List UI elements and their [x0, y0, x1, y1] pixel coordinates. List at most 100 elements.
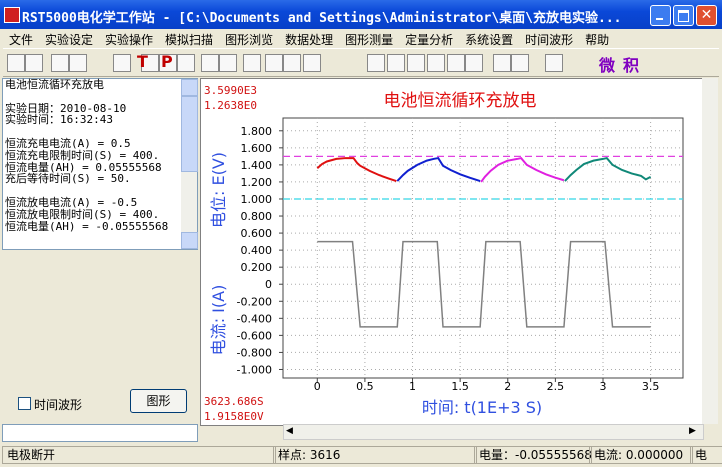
- toolbar-icon: [177, 54, 195, 72]
- readout: 1.9158E0V: [204, 410, 264, 423]
- status-field: 电: [690, 446, 722, 464]
- graph-button[interactable]: 图形: [130, 389, 187, 413]
- y-tick-label: 1.600: [241, 142, 273, 155]
- text-line: 恒流放电限制时间(S) = 400.: [5, 207, 160, 221]
- readout: 3.5990E3: [204, 84, 257, 97]
- y-tick-label: 0.600: [241, 227, 273, 240]
- checkbox[interactable]: [18, 397, 31, 410]
- menu-item[interactable]: 数据处理: [285, 33, 334, 47]
- toolbar-icon: [407, 54, 425, 72]
- series-line: [480, 156, 565, 183]
- y-tick-label: 0.400: [241, 244, 273, 257]
- text-line: 电池恒流循环充放电: [5, 78, 104, 91]
- text-group: 电池恒流循环充放电: [3, 79, 197, 103]
- menu-item[interactable]: 图形测量: [345, 33, 394, 47]
- x-tick-label: 1: [409, 380, 416, 393]
- scroll-down[interactable]: [181, 232, 198, 249]
- toolbar-icon: [265, 54, 283, 72]
- toolbar-icon: [545, 54, 563, 72]
- menu-item[interactable]: 实验设定: [45, 33, 94, 47]
- menu-item[interactable]: 时间波形: [525, 33, 574, 47]
- readout: 1.2638E0: [204, 99, 257, 112]
- y-tick-label: 1.800: [241, 125, 273, 138]
- toolbar-icon: [113, 54, 131, 72]
- text-group: 恒流充电电流(A) = 0.5 恒流充电限制时间(S) = 400. 恒流电量(AH…: [3, 138, 197, 197]
- panel-scrollbar[interactable]: [181, 79, 198, 249]
- x-tick-label: 1.5: [451, 380, 469, 393]
- scroll-right[interactable]: ▶: [689, 426, 696, 436]
- text-line: 恒流充电电流(A) = 0.5: [5, 136, 131, 150]
- series-line: [564, 156, 652, 182]
- vertical-scrollbar[interactable]: [702, 78, 718, 424]
- app-icon: [4, 7, 20, 23]
- toolbar-icon: [201, 54, 219, 72]
- scroll-thumb[interactable]: [181, 96, 198, 172]
- y-axis-label: 电位: E(V): [209, 152, 228, 228]
- title-bar: RST5000电化学工作站 - [C:\Documents and Settin…: [0, 0, 722, 29]
- status-field: 电流: 0.000000: [589, 446, 693, 464]
- text-line: 恒流电量(AH) = -0.05555568: [5, 219, 169, 233]
- y-tick-label: 0.200: [241, 261, 273, 274]
- y-tick-label: -1.000: [237, 363, 272, 376]
- toolbar-label: 积: [623, 56, 640, 75]
- toolbar-icon: [219, 54, 237, 72]
- menu-item[interactable]: 系统设置: [465, 33, 514, 47]
- scroll-up[interactable]: [181, 79, 198, 96]
- x-tick-label: 0: [314, 380, 321, 393]
- x-tick-label: 2: [504, 380, 511, 393]
- toolbar-icon: [25, 54, 43, 72]
- toolbar-icon: [465, 54, 483, 72]
- toolbar-icon: [7, 54, 25, 72]
- x-tick-label: 2.5: [547, 380, 565, 393]
- menu-item[interactable]: 文件: [9, 33, 34, 47]
- x-tick-label: 3.5: [642, 380, 660, 393]
- minimize-button[interactable]: [650, 5, 671, 26]
- text-line: 实验日期：2010-08-10: [5, 101, 127, 115]
- y-axis-label: 电流: I(A): [209, 285, 228, 356]
- x-axis-label: 时间: t(1E+3 S): [422, 398, 542, 417]
- y-tick-label: 1.200: [241, 176, 273, 189]
- menu-item[interactable]: 实验操作: [105, 33, 154, 47]
- text-line: 恒流充电限制时间(S) = 400.: [5, 148, 160, 162]
- x-tick-label: 3: [600, 380, 607, 393]
- y-tick-label: -0.600: [237, 329, 272, 342]
- y-tick-label: -0.800: [237, 346, 272, 359]
- toolbar-label: P: [161, 52, 173, 71]
- status-field: 样点: 3616: [273, 446, 477, 464]
- toolbar-icon: [387, 54, 405, 72]
- y-tick-label: 0: [265, 278, 272, 291]
- close-button[interactable]: ✕: [696, 5, 717, 26]
- input-box[interactable]: [2, 424, 198, 442]
- menu-item[interactable]: 定量分析: [405, 33, 454, 47]
- menu-item[interactable]: 图形浏览: [225, 33, 274, 47]
- scroll-left[interactable]: ◀: [286, 426, 293, 436]
- text-line: 实验时间：16:32:43: [5, 113, 113, 127]
- text-line: 恒流电量(AH) = 0.05555568: [5, 160, 162, 174]
- menu-item[interactable]: 帮助: [585, 33, 610, 47]
- info-panel: 电池恒流循环充放电 实验日期：2010-08-10 实验时间：16:32:43 恒流充…: [2, 78, 198, 250]
- toolbar-icon: [141, 54, 159, 72]
- text-group: 恒流放电电流(A) = -0.5 恒流放电限制时间(S) = 400. 恒流电量(A…: [3, 197, 197, 244]
- toolbar-icon: [51, 54, 69, 72]
- menu-bar: 文件 实验设定 实验操作 模拟扫描 图形浏览 数据处理 图形测量 定量分析 系统设置 时间波形 帮助: [3, 29, 719, 48]
- series-line: [316, 157, 397, 183]
- maximize-button[interactable]: [673, 5, 694, 26]
- series-line: [317, 240, 651, 328]
- toolbar-icon: [303, 54, 321, 72]
- horizontal-scrollbar[interactable]: ◀ ▶: [283, 424, 704, 440]
- text-group: 实验日期：2010-08-10 实验时间：16:32:43: [3, 101, 197, 138]
- toolbar-icon: [367, 54, 385, 72]
- series-line: [396, 156, 481, 183]
- toolbar-icon: [159, 54, 177, 72]
- menu-item[interactable]: 模拟扫描: [165, 33, 214, 47]
- toolbar-icon: [493, 54, 511, 72]
- window-title: RST5000电化学工作站 - [C:\Documents and Settin…: [22, 11, 622, 26]
- plot-area: [282, 117, 684, 379]
- chart-title: 电池恒流循环充放电: [384, 91, 537, 111]
- status-field: 电量：-0.05555568: [474, 446, 592, 464]
- toolbar-label: T: [137, 52, 148, 71]
- y-tick-label: 0.800: [241, 210, 273, 223]
- toolbar-icon: [447, 54, 465, 72]
